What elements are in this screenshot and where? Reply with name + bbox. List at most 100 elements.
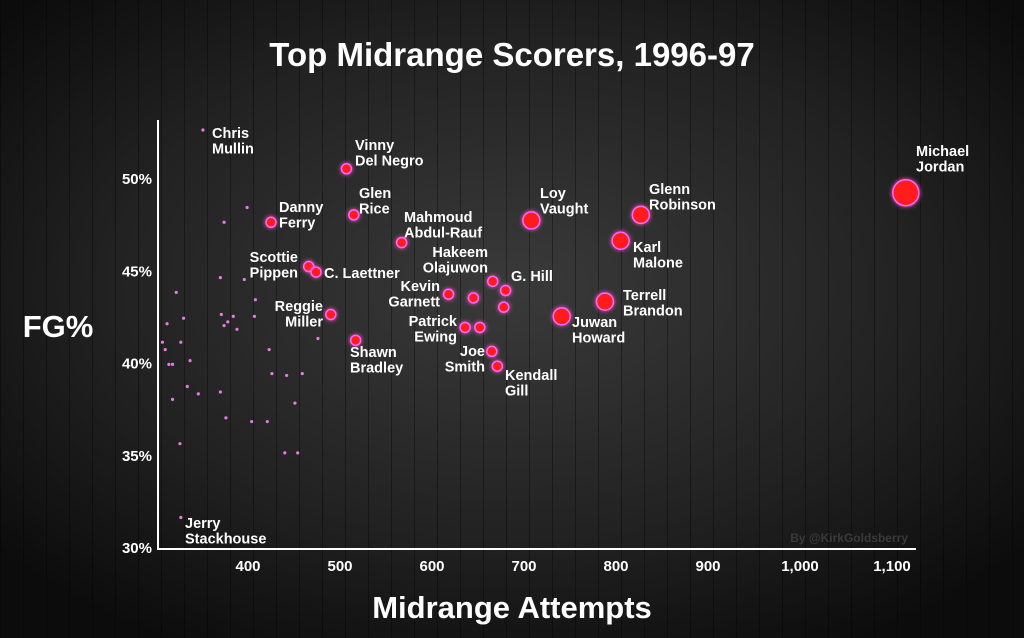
y-tick-label: 35% <box>122 448 152 465</box>
point-label-line: Loy <box>540 186 566 202</box>
point-label-line: Karl <box>633 240 661 256</box>
data-point <box>179 340 183 344</box>
point-label: Vinny Del Negro <box>355 138 424 170</box>
data-point <box>310 266 322 278</box>
point-label: Michael Jordan <box>916 144 969 176</box>
x-tick-label: 1,100 <box>873 558 911 575</box>
point-label-line: Juwan <box>572 315 617 331</box>
data-point <box>231 314 235 318</box>
data-point <box>340 163 353 175</box>
point-label-line: Pippen <box>250 266 298 282</box>
data-point <box>196 392 200 396</box>
data-point <box>245 205 249 210</box>
data-point <box>348 209 360 221</box>
data-point <box>283 451 287 455</box>
point-label-line: C. Laettner <box>324 266 400 282</box>
data-point <box>611 231 630 250</box>
data-point <box>349 334 362 347</box>
y-axis-title: FG% <box>23 309 94 344</box>
data-point <box>178 442 182 446</box>
data-point <box>224 416 228 420</box>
data-point <box>222 324 226 328</box>
y-tick-label: 50% <box>122 171 152 188</box>
data-point <box>325 308 337 321</box>
x-tick-label: 1,000 <box>781 558 819 575</box>
point-label: Terrell Brandon <box>623 288 683 320</box>
data-point <box>499 284 512 297</box>
point-label-line: Garnett <box>388 295 440 311</box>
data-point <box>300 371 304 376</box>
x-tick-label: 800 <box>603 558 628 575</box>
data-point <box>218 390 222 394</box>
data-point <box>552 307 571 326</box>
point-label-line: Smith <box>445 360 485 376</box>
chart-title: Top Midrange Scorers, 1996-97 <box>269 36 754 73</box>
point-label: Jerry Stackhouse <box>185 516 266 548</box>
data-point <box>174 290 178 294</box>
point-label: Karl Malone <box>633 240 683 272</box>
point-label-line: Chris <box>212 126 249 142</box>
point-label: Shawn Bradley <box>350 345 403 377</box>
data-point <box>467 292 480 304</box>
data-point <box>522 211 541 230</box>
data-point <box>170 362 175 366</box>
data-point <box>165 322 169 326</box>
point-label: Hakeem Olajuwon <box>423 245 488 277</box>
data-point <box>892 179 920 207</box>
data-point <box>235 327 239 331</box>
point-label-line: Joe <box>460 344 485 360</box>
point-label: Patrick Ewing <box>409 314 458 346</box>
data-point <box>631 205 651 225</box>
point-label-line: Danny <box>279 200 323 216</box>
data-point <box>179 515 183 520</box>
watermark: By @KirkGoldsberry <box>790 531 908 545</box>
point-label-line: Vaught <box>540 202 589 218</box>
point-label-line: Stackhouse <box>185 532 266 548</box>
point-label: G. Hill <box>511 269 553 285</box>
point-label: Joe Smith <box>445 344 485 376</box>
point-label-line: Kevin <box>401 279 441 295</box>
data-point <box>252 314 257 318</box>
data-point <box>265 419 269 424</box>
point-label-line: Jordan <box>916 160 964 176</box>
point-label-line: Del Negro <box>355 154 424 170</box>
point-label-line: Robinson <box>649 198 716 214</box>
point-label-line: G. Hill <box>511 269 553 285</box>
point-label-line: Gill <box>505 384 528 400</box>
data-point <box>219 312 223 317</box>
data-point <box>595 292 615 311</box>
data-point <box>242 277 246 282</box>
point-label-line: Reggie <box>275 299 323 315</box>
data-point <box>160 340 165 344</box>
y-tick-label: 45% <box>122 263 152 280</box>
data-point <box>218 276 222 280</box>
point-label: Kendall Gill <box>505 368 557 400</box>
point-label: Loy Vaught <box>540 186 589 218</box>
point-label: Reggie Miller <box>275 299 324 331</box>
point-label-line: Jerry <box>185 516 220 532</box>
point-label-line: Ferry <box>279 216 315 232</box>
y-tick-label: 40% <box>122 356 152 373</box>
point-label-line: Michael <box>916 144 969 160</box>
data-point <box>491 360 504 372</box>
data-point <box>316 336 320 341</box>
point-label: Glen Rice <box>359 186 391 218</box>
data-point <box>395 236 408 249</box>
data-point <box>442 288 455 300</box>
x-axis-title: Midrange Attempts <box>372 590 652 625</box>
data-point <box>270 371 274 376</box>
data-point <box>201 128 205 132</box>
point-label-line: Scottie <box>250 250 298 266</box>
point-label: Kevin Garnett <box>388 279 440 311</box>
data-point <box>296 451 300 455</box>
point-label-line: Ewing <box>414 330 457 346</box>
point-label: Scottie Pippen <box>250 250 298 282</box>
point-label: Juwan Howard <box>572 315 625 347</box>
point-label-line: Mahmoud <box>404 210 472 226</box>
point-label-line: Malone <box>633 256 683 272</box>
point-label: Mahmoud Abdul-Rauf <box>404 210 482 242</box>
data-point <box>486 345 498 358</box>
data-point <box>170 397 175 401</box>
